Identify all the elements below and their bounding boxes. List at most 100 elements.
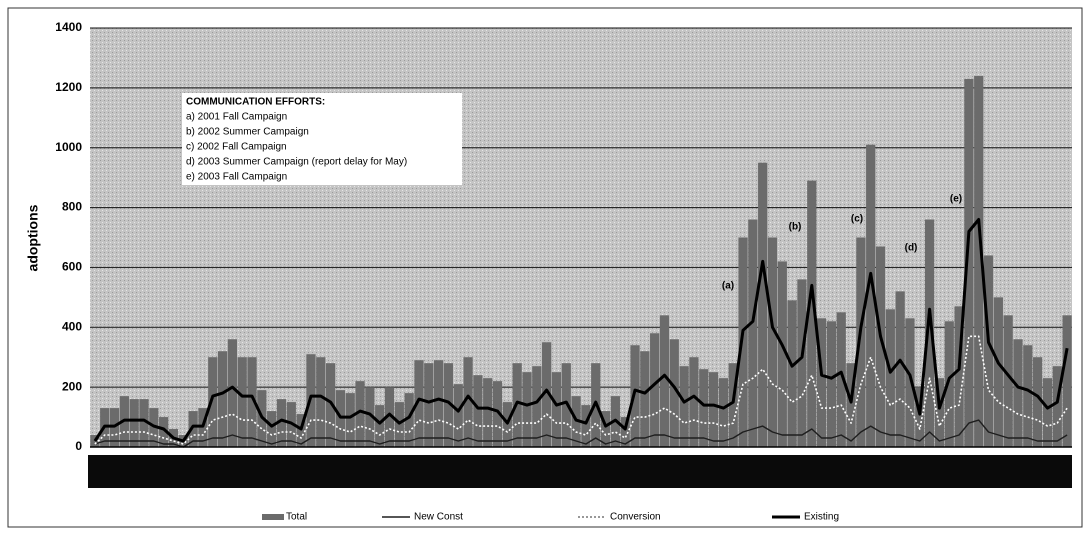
bar [483,378,493,447]
bar [856,237,866,447]
legend-label: Total [286,512,307,523]
bar [699,369,709,447]
y-tick-label: 0 [75,439,82,453]
bar [875,246,886,447]
line-series [94,335,1068,445]
bar [895,291,905,447]
bar [217,351,228,447]
line-series [94,419,1068,448]
y-tick-label: 200 [62,379,82,393]
y-tick-label: 600 [62,260,82,274]
note: b) 2002 Summer Campaign [186,127,309,138]
bar [718,378,728,447]
bar [325,363,336,447]
bar [384,387,395,447]
annotation: (b) [789,222,802,233]
bar [816,318,827,447]
bar [944,321,954,447]
y-tick-label: 1000 [55,140,82,154]
bar [492,381,503,447]
x-axis-labels-band [88,455,1072,488]
bar [551,372,562,447]
bar [983,255,994,447]
bar [954,306,964,447]
annotation: (e) [950,194,962,205]
bar [885,309,895,447]
legend-swatch [262,514,284,520]
bar [532,366,542,447]
bar [787,300,797,447]
note: a) 2001 Fall Campaign [186,112,287,123]
legend-label: New Const [414,512,463,523]
notes-title: COMMUNICATION EFFORTS: [186,97,325,108]
bar [404,393,414,447]
y-tick-label: 800 [62,200,82,214]
legend-label: Conversion [610,512,661,523]
line-series [93,218,1069,443]
bar [767,237,778,447]
note: c) 2002 Fall Campaign [186,142,287,153]
bar [581,405,591,447]
y-tick-label: 1200 [55,80,82,94]
bar [974,75,984,447]
bar [836,312,846,447]
bar [777,261,787,447]
bar [679,366,689,447]
bar [600,411,611,447]
bar [689,357,699,447]
bar [365,387,375,447]
bar [414,360,424,447]
bar [846,363,856,447]
bar [915,387,925,447]
bar [758,162,768,447]
bar [1003,315,1013,447]
bar [1033,357,1043,447]
bar [522,372,532,447]
bar [708,372,719,447]
annotation: (c) [851,214,863,225]
bar [640,351,650,447]
bar [1023,345,1033,447]
bar [826,321,837,447]
bar [316,357,326,447]
bar [247,357,257,447]
annotation: (d) [905,243,918,254]
plot-area [90,28,1072,447]
bar [345,393,355,447]
bar [669,339,679,447]
bar [964,78,974,447]
y-tick-label: 400 [62,319,82,333]
bar [738,237,748,447]
bar [473,375,483,447]
bar [188,411,198,447]
bar [620,417,630,447]
bar [1042,378,1053,447]
bar [453,384,463,447]
bar [925,219,935,447]
bar [355,381,365,447]
bar [375,405,385,447]
y-axis-label: adoptions [25,204,41,271]
note: e) 2003 Fall Campaign [186,172,287,183]
bar [90,435,100,447]
bar [934,378,945,447]
bar [1013,339,1023,447]
bar [139,399,149,447]
bar [807,180,817,447]
bar [659,315,670,447]
notes-background [182,93,462,185]
bar [267,411,277,447]
bar [443,363,454,447]
bar [237,357,247,447]
bar [650,333,660,447]
bar [129,399,139,447]
bar [542,342,552,447]
bar [748,219,758,447]
bar [434,360,444,447]
bar [905,318,915,447]
bar [993,297,1003,447]
bar [797,279,807,447]
y-tick-label: 1400 [55,20,82,34]
bar [728,363,738,447]
